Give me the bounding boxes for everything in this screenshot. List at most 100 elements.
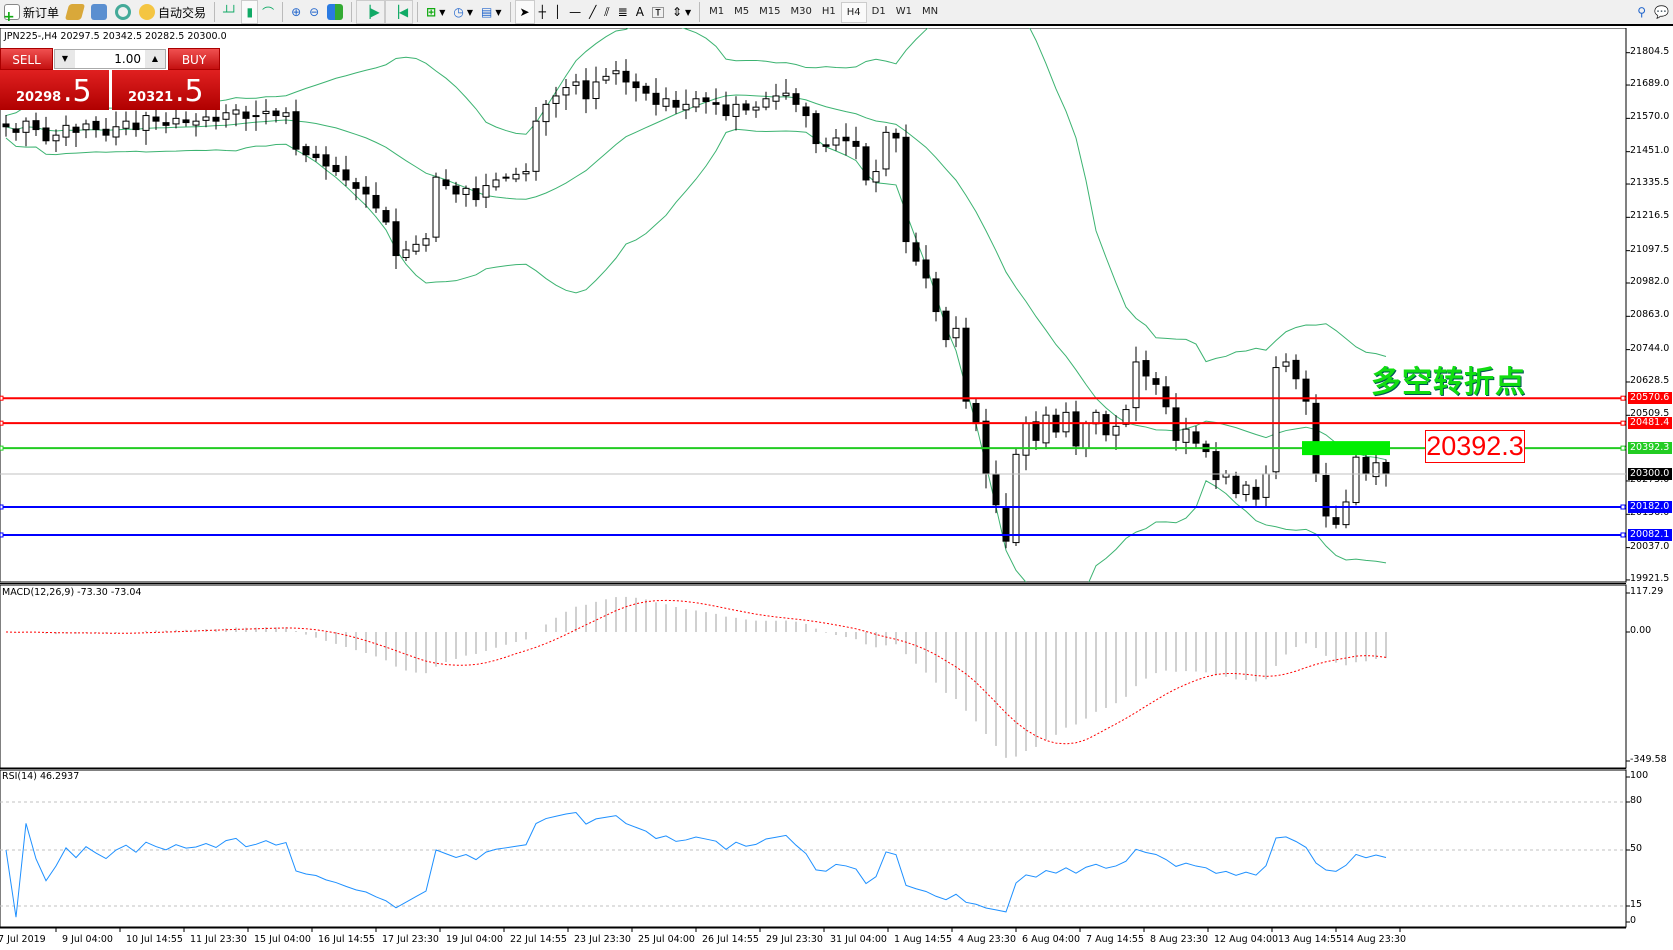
timeframe-mn[interactable]: MN bbox=[921, 5, 939, 17]
search-button[interactable]: ⚲ bbox=[1633, 0, 1650, 24]
lot-decrease-button[interactable]: ▼ bbox=[55, 50, 75, 68]
timeframe-m5[interactable]: M5 bbox=[734, 5, 750, 17]
bull-candle-body bbox=[782, 92, 790, 97]
price-axis-label: 20509.5 bbox=[1630, 408, 1670, 420]
line-chart-button[interactable]: ⌒ bbox=[258, 0, 278, 24]
fibonacci-button[interactable]: ≣ bbox=[614, 0, 632, 24]
candle bbox=[1302, 370, 1310, 415]
bear-candle-body bbox=[1002, 506, 1010, 542]
zoom-out-button[interactable]: ⊖ bbox=[305, 0, 323, 24]
bull-candle-body bbox=[512, 173, 520, 180]
bull-candle-body bbox=[1012, 453, 1020, 544]
candle bbox=[132, 110, 140, 137]
bollinger-lower bbox=[5, 128, 1387, 582]
bear-candle-body bbox=[302, 146, 310, 156]
bear-candle-body bbox=[962, 327, 970, 402]
bear-candle-body bbox=[332, 164, 340, 173]
templates-button[interactable]: ▤ ▼ bbox=[477, 0, 506, 24]
timeframe-m1[interactable]: M1 bbox=[709, 5, 725, 17]
cursor-button[interactable]: ➤ bbox=[514, 0, 535, 24]
candle bbox=[1172, 393, 1180, 451]
chart-canvas[interactable] bbox=[0, 28, 1673, 950]
level-price-label[interactable]: 20392.3 bbox=[1425, 430, 1525, 463]
timeframe-h1[interactable]: H1 bbox=[821, 5, 836, 17]
periods-button[interactable]: ◷ ▼ bbox=[449, 0, 477, 24]
sell-price[interactable]: 20298.5 bbox=[0, 70, 109, 110]
bull-candle-body bbox=[142, 115, 150, 131]
candle bbox=[42, 116, 50, 145]
bear-candle-body bbox=[312, 153, 320, 159]
candle bbox=[2, 114, 10, 137]
lot-value[interactable]: 1.00 bbox=[114, 52, 141, 66]
toolbar: + 新订单 自动交易 ┴┘ ▮ ⌒ ⊕ ⊖ ▕▶ ▕◀ ⊞ ▼ ◷ ▼ ▤ ▼ ➤ ┼ … bbox=[0, 0, 1673, 26]
vertical-line-button[interactable]: │ bbox=[550, 0, 565, 24]
candle bbox=[1162, 376, 1170, 415]
annotation-text[interactable]: 多空转折点 bbox=[1371, 365, 1526, 400]
candle bbox=[232, 104, 240, 127]
candlestick-button[interactable]: ▮ bbox=[241, 0, 259, 24]
bull-candle-body bbox=[772, 95, 780, 102]
candle bbox=[1032, 411, 1040, 450]
candle bbox=[1092, 409, 1100, 435]
bull-candle-body bbox=[422, 238, 430, 246]
candle bbox=[1312, 394, 1320, 483]
candle bbox=[422, 233, 430, 252]
bear-candle-body bbox=[1142, 360, 1150, 377]
market-watch-button[interactable] bbox=[63, 0, 87, 24]
chat-button[interactable]: 💬 bbox=[1650, 0, 1673, 24]
bear-candle-body bbox=[992, 473, 1000, 506]
bear-candle-body bbox=[812, 113, 820, 145]
candle bbox=[502, 173, 510, 182]
tile-windows-button[interactable] bbox=[323, 0, 347, 24]
time-axis-label: 19 Jul 04:00 bbox=[446, 934, 503, 945]
trendline-button[interactable]: ╱ bbox=[585, 0, 600, 24]
bull-candle-body bbox=[732, 103, 740, 117]
chart-shift-button[interactable]: ▕▶ bbox=[356, 0, 385, 24]
zoom-in-icon: ⊕ bbox=[291, 5, 302, 19]
timeframe-d1[interactable]: D1 bbox=[871, 5, 886, 17]
zoom-in-button[interactable]: ⊕ bbox=[287, 0, 305, 24]
bull-candle-body bbox=[82, 123, 90, 131]
bull-candle-body bbox=[682, 103, 690, 111]
candle bbox=[782, 79, 790, 100]
line-anchor bbox=[1620, 532, 1626, 538]
lot-size-input[interactable]: ▼ 1.00 ▲ bbox=[54, 49, 166, 69]
candle bbox=[492, 172, 500, 191]
timeframe-h4[interactable]: H4 bbox=[840, 1, 867, 23]
candle bbox=[722, 91, 730, 121]
text-label-button[interactable]: 🅃 bbox=[648, 0, 668, 24]
signals-button[interactable] bbox=[111, 0, 135, 24]
equidistant-channel-button[interactable]: ⫽ bbox=[600, 0, 613, 24]
bear-candle-body bbox=[382, 210, 390, 223]
bull-candle-body bbox=[1182, 428, 1190, 443]
navigator-button[interactable] bbox=[87, 0, 111, 24]
candle bbox=[282, 107, 290, 125]
horizontal-line-button[interactable]: — bbox=[565, 0, 585, 24]
candle bbox=[1272, 356, 1280, 480]
buy-button[interactable]: BUY bbox=[168, 48, 220, 70]
text-button[interactable]: A bbox=[632, 0, 648, 24]
bear-candle-body bbox=[2, 123, 10, 128]
bear-candle-body bbox=[722, 104, 730, 117]
autoscroll-button[interactable]: ▕◀ bbox=[384, 0, 414, 24]
arrows-button[interactable]: ⇕ ▼ bbox=[668, 0, 695, 24]
lot-increase-button[interactable]: ▲ bbox=[145, 50, 165, 68]
level-price-tag: 20570.6 bbox=[1628, 392, 1672, 405]
crosshair-button[interactable]: ┼ bbox=[535, 0, 550, 24]
candle bbox=[1332, 505, 1340, 529]
bear-candle-body bbox=[912, 242, 920, 262]
timeframe-m30[interactable]: M30 bbox=[790, 5, 812, 17]
timeframe-w1[interactable]: W1 bbox=[895, 5, 912, 17]
auto-trading-button[interactable]: 自动交易 bbox=[135, 0, 210, 24]
bar-chart-button[interactable]: ┴┘ bbox=[219, 0, 241, 24]
bear-candle-body bbox=[1032, 421, 1040, 441]
sell-button[interactable]: SELL bbox=[0, 48, 53, 70]
indicators-button[interactable]: ⊞ ▼ bbox=[422, 0, 449, 24]
bear-candle-body bbox=[892, 132, 900, 139]
candle bbox=[1252, 479, 1260, 506]
new-order-button[interactable]: + 新订单 bbox=[3, 4, 60, 25]
bear-candle-body bbox=[72, 126, 80, 133]
timeframe-m15[interactable]: M15 bbox=[759, 5, 781, 17]
buy-price[interactable]: 20321.5 bbox=[112, 70, 220, 110]
dropdown-icon: ▼ bbox=[495, 7, 502, 17]
